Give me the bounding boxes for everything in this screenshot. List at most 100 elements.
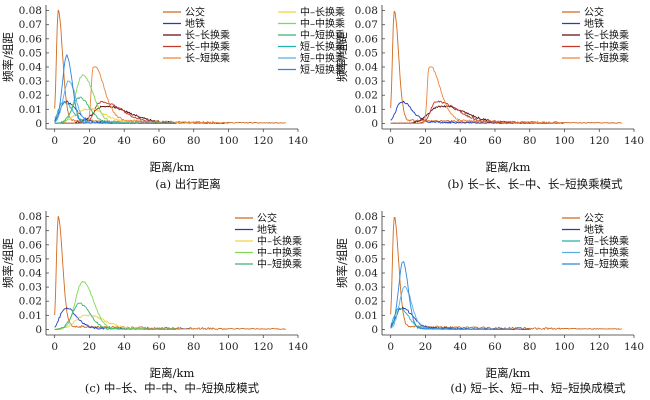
x-tick-label: 140 [624, 135, 644, 147]
legend-label: 短–长换乘 [300, 40, 345, 53]
x-tick-label: 60 [152, 341, 165, 353]
x-tick-label: 100 [554, 341, 574, 353]
y-tick-label: 0.07 [19, 225, 42, 237]
x-tick-label: 120 [589, 341, 609, 353]
panel-caption: (c) 中–长、中–中、中–短换成模式 [85, 381, 260, 395]
y-tick-label: 0 [35, 118, 42, 130]
x-tick-label: 20 [419, 135, 432, 147]
x-tick-label: 60 [488, 135, 501, 147]
x-tick-label: 80 [523, 341, 536, 353]
y-tick-label: 0.06 [355, 239, 379, 251]
legend-label: 中–长换乘 [257, 235, 302, 248]
y-tick-label: 0.07 [355, 225, 378, 237]
y-tick-label: 0.04 [19, 268, 43, 280]
legend-label: 中–长换乘 [300, 6, 345, 19]
legend-label: 地铁 [185, 17, 205, 30]
x-axis-label: 距离/km [486, 160, 531, 174]
y-axis-label: 频率/组距 [1, 32, 15, 82]
x-tick-label: 40 [454, 135, 467, 147]
series-line-5 [390, 261, 513, 330]
chart-panel-1: 0 0.01 0.02 0.03 0.04 0.05 0.06 0.07 0.08 0 20 40 60… [1, 5, 345, 191]
y-tick-label: 0.06 [19, 239, 43, 251]
series-line-1 [54, 9, 286, 124]
legend-label: 地铁 [257, 223, 277, 236]
x-tick-label: 100 [218, 341, 238, 353]
y-tick-label: 0.04 [355, 268, 379, 280]
y-axis-label: 频率/组距 [335, 238, 349, 288]
legend-label: 长–短换乘 [584, 52, 629, 65]
legend-label: 公交 [584, 6, 604, 19]
x-tick-label: 20 [83, 135, 96, 147]
x-tick-label: 60 [488, 341, 501, 353]
y-tick-label: 0.05 [355, 253, 378, 265]
series-line-2 [54, 307, 194, 330]
y-tick-label: 0 [371, 324, 378, 336]
legend-label: 长–中换乘 [584, 40, 629, 53]
legend-label: 中–短换乘 [257, 258, 302, 271]
y-tick-label: 0.04 [355, 62, 379, 74]
x-tick-label: 20 [419, 341, 432, 353]
y-tick-label: 0.01 [355, 310, 378, 322]
y-tick-label: 0.08 [355, 211, 378, 223]
y-tick-label: 0.03 [355, 76, 378, 88]
series-line-5 [390, 66, 565, 124]
x-tick-label: 140 [288, 135, 308, 147]
legend-label: 公交 [257, 212, 277, 225]
legend-label: 短–中换乘 [300, 52, 345, 65]
y-tick-label: 0.01 [19, 104, 42, 116]
x-tick-label: 80 [187, 341, 200, 353]
y-tick-label: 0.02 [19, 296, 42, 308]
legend-label: 长–长换乘 [584, 29, 629, 42]
series-line-5 [54, 302, 177, 330]
y-tick-label: 0.08 [355, 5, 378, 17]
y-tick-label: 0.03 [355, 282, 378, 294]
y-tick-label: 0.07 [19, 19, 42, 31]
legend-label: 中–短换乘 [300, 29, 345, 42]
legend-label: 短–短换乘 [300, 63, 345, 76]
legend-label: 地铁 [584, 223, 604, 236]
x-tick-label: 120 [589, 135, 609, 147]
x-tick-label: 140 [288, 341, 308, 353]
y-tick-label: 0.01 [19, 310, 42, 322]
series-line-11 [54, 54, 177, 124]
series-line-4 [54, 280, 177, 330]
legend-label: 短–长换乘 [584, 235, 629, 248]
legend-label: 短–短换乘 [584, 258, 629, 271]
y-tick-label: 0.05 [19, 47, 42, 59]
legend-label: 长–长换乘 [185, 29, 230, 42]
series-line-5 [54, 66, 229, 124]
y-tick-label: 0.03 [19, 282, 42, 294]
y-tick-label: 0.08 [19, 211, 42, 223]
legend-label: 地铁 [584, 17, 604, 30]
x-tick-label: 80 [187, 135, 200, 147]
y-tick-label: 0 [35, 324, 42, 336]
y-axis-label: 频率/组距 [335, 32, 349, 82]
legend-label: 中–中换乘 [300, 17, 345, 30]
x-tick-label: 0 [387, 135, 394, 147]
y-tick-label: 0.03 [19, 76, 42, 88]
y-tick-label: 0.06 [355, 33, 379, 45]
x-tick-label: 80 [523, 135, 536, 147]
y-tick-label: 0.07 [355, 19, 378, 31]
legend-label: 公交 [185, 6, 205, 19]
y-tick-label: 0.02 [355, 296, 378, 308]
y-tick-label: 0.06 [19, 33, 43, 45]
panel-caption: (d) 短–长、短–中、短–短换成模式 [450, 381, 626, 395]
series-line-4 [390, 100, 556, 124]
chart-panel-4: 0 0.01 0.02 0.03 0.04 0.05 0.06 0.07 0.08 0 20 40 60… [335, 211, 644, 395]
x-tick-label: 60 [152, 135, 165, 147]
x-tick-label: 40 [454, 341, 467, 353]
x-tick-label: 0 [387, 341, 394, 353]
chart-panel-2: 0 0.01 0.02 0.03 0.04 0.05 0.06 0.07 0.08 0 20 40 60… [335, 5, 644, 191]
panel-caption: (a) 出行距离 [155, 177, 220, 191]
panel-caption: (b) 长–长、长–中、长–短换乘模式 [447, 177, 623, 191]
x-tick-label: 120 [253, 135, 273, 147]
legend-label: 长–中换乘 [185, 40, 230, 53]
x-axis-label: 距离/km [486, 366, 531, 380]
chart-panel-3: 0 0.01 0.02 0.03 0.04 0.05 0.06 0.07 0.08 0 20 40 60… [1, 211, 308, 395]
x-tick-label: 40 [118, 135, 131, 147]
legend-label: 公交 [584, 212, 604, 225]
y-axis-label: 频率/组距 [1, 238, 15, 288]
legend-label: 短–中换乘 [584, 246, 629, 259]
